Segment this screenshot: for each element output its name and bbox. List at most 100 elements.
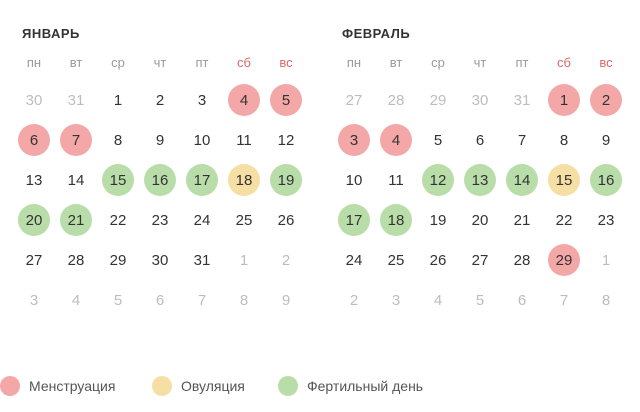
weekday-header: ср	[111, 54, 125, 70]
weekday-header: чт	[473, 54, 487, 70]
day-cell[interactable]: 17	[338, 204, 370, 236]
day-cell[interactable]: 20	[471, 211, 489, 229]
day-cell[interactable]: 5	[270, 84, 302, 116]
day-cell[interactable]: 9	[601, 131, 611, 149]
day-cell[interactable]: 23	[151, 211, 169, 229]
weekday-header: вт	[389, 54, 403, 70]
legend-item-ovulation: Овуляция	[152, 376, 245, 396]
month-title: ФЕВРАЛЬ	[342, 26, 411, 41]
day-cell-adjacent-month: 6	[155, 291, 165, 309]
day-cell-adjacent-month: 2	[349, 291, 359, 309]
menstruation-dot-icon	[0, 376, 20, 396]
day-cell[interactable]: 10	[345, 171, 363, 189]
day-cell[interactable]: 24	[345, 251, 363, 269]
day-cell[interactable]: 21	[60, 204, 92, 236]
day-cell[interactable]: 31	[193, 251, 211, 269]
day-cell-adjacent-month: 29	[429, 91, 447, 109]
weekday-header: пн	[26, 54, 42, 70]
day-cell[interactable]: 7	[517, 131, 527, 149]
day-cell-adjacent-month: 7	[197, 291, 207, 309]
day-cell[interactable]: 15	[548, 164, 580, 196]
fertile-dot-icon	[278, 376, 298, 396]
day-cell[interactable]: 26	[429, 251, 447, 269]
day-cell[interactable]: 14	[67, 171, 85, 189]
day-cell[interactable]: 20	[18, 204, 50, 236]
day-cell-adjacent-month: 4	[433, 291, 443, 309]
day-cell[interactable]: 2	[155, 91, 165, 109]
legend-label: Фертильный день	[307, 378, 424, 394]
day-cell-adjacent-month: 3	[29, 291, 39, 309]
day-cell[interactable]: 3	[197, 91, 207, 109]
legend-label: Менструация	[29, 378, 116, 394]
day-cell[interactable]: 27	[25, 251, 43, 269]
day-cell[interactable]: 10	[193, 131, 211, 149]
day-cell[interactable]: 15	[102, 164, 134, 196]
day-cell[interactable]: 8	[559, 131, 569, 149]
day-cell[interactable]: 29	[109, 251, 127, 269]
day-cell[interactable]: 19	[270, 164, 302, 196]
day-cell[interactable]: 25	[235, 211, 253, 229]
day-cell[interactable]: 6	[18, 124, 50, 156]
day-cell[interactable]: 27	[471, 251, 489, 269]
day-cell-adjacent-month: 9	[281, 291, 291, 309]
day-cell[interactable]: 1	[113, 91, 123, 109]
day-cell-adjacent-month: 1	[239, 251, 249, 269]
day-cell[interactable]: 7	[60, 124, 92, 156]
legend-label: Овуляция	[181, 378, 245, 394]
day-cell[interactable]: 12	[277, 131, 295, 149]
day-cell[interactable]: 3	[338, 124, 370, 156]
weekday-header: вс	[279, 54, 293, 70]
weekday-header: чт	[153, 54, 167, 70]
day-cell-adjacent-month: 8	[239, 291, 249, 309]
day-cell-adjacent-month: 5	[475, 291, 485, 309]
weekday-header: пт	[515, 54, 529, 70]
day-cell-adjacent-month: 2	[281, 251, 291, 269]
day-cell[interactable]: 26	[277, 211, 295, 229]
day-cell[interactable]: 16	[144, 164, 176, 196]
day-cell[interactable]: 9	[155, 131, 165, 149]
day-cell-adjacent-month: 30	[25, 91, 43, 109]
day-cell[interactable]: 13	[464, 164, 496, 196]
day-cell[interactable]: 12	[422, 164, 454, 196]
day-cell[interactable]: 4	[228, 84, 260, 116]
day-cell[interactable]: 2	[590, 84, 622, 116]
weekday-header: вс	[599, 54, 613, 70]
day-cell[interactable]: 13	[25, 171, 43, 189]
day-cell[interactable]: 25	[387, 251, 405, 269]
weekday-header: ср	[431, 54, 445, 70]
day-cell-adjacent-month: 30	[471, 91, 489, 109]
day-cell[interactable]: 22	[555, 211, 573, 229]
day-cell[interactable]: 24	[193, 211, 211, 229]
day-cell-adjacent-month: 6	[517, 291, 527, 309]
day-cell[interactable]: 17	[186, 164, 218, 196]
day-cell[interactable]: 11	[236, 131, 252, 149]
day-cell[interactable]: 21	[513, 211, 531, 229]
day-cell-adjacent-month: 28	[387, 91, 405, 109]
weekday-header: пн	[346, 54, 362, 70]
day-cell[interactable]: 23	[597, 211, 615, 229]
day-cell[interactable]: 11	[388, 171, 404, 189]
weekday-header: сб	[557, 54, 571, 70]
day-cell[interactable]: 8	[113, 131, 123, 149]
weekday-header: вт	[69, 54, 83, 70]
day-cell[interactable]: 5	[433, 131, 443, 149]
day-cell[interactable]: 4	[380, 124, 412, 156]
day-cell[interactable]: 28	[67, 251, 85, 269]
day-cell-adjacent-month: 5	[113, 291, 123, 309]
day-cell[interactable]: 14	[506, 164, 538, 196]
day-cell[interactable]: 22	[109, 211, 127, 229]
day-cell[interactable]: 1	[548, 84, 580, 116]
weekday-header: сб	[237, 54, 251, 70]
day-cell[interactable]: 18	[228, 164, 260, 196]
day-cell-adjacent-month: 27	[345, 91, 363, 109]
day-cell[interactable]: 19	[429, 211, 447, 229]
day-cell[interactable]: 6	[475, 131, 485, 149]
day-cell[interactable]: 18	[380, 204, 412, 236]
day-cell[interactable]: 30	[151, 251, 169, 269]
day-cell[interactable]: 16	[590, 164, 622, 196]
day-cell[interactable]: 28	[513, 251, 531, 269]
day-cell-adjacent-month: 1	[601, 251, 611, 269]
day-cell[interactable]: 29	[548, 244, 580, 276]
day-cell-adjacent-month: 8	[601, 291, 611, 309]
day-cell-adjacent-month: 7	[559, 291, 569, 309]
